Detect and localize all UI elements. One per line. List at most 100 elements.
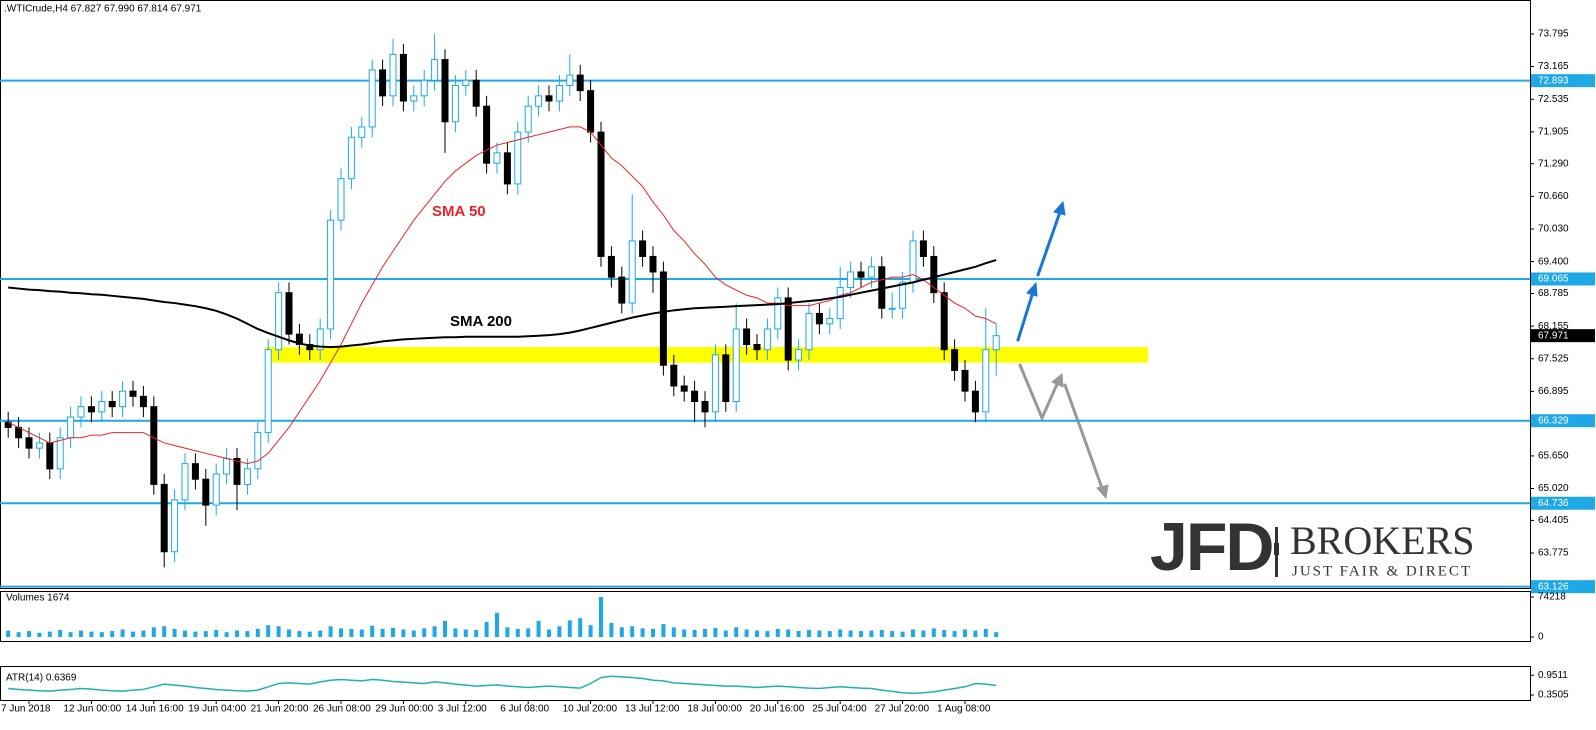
candle-body — [649, 255, 657, 273]
y-tick-label: 68.785 — [1538, 288, 1569, 299]
volume-bar — [359, 629, 364, 638]
volume-bar — [890, 631, 895, 638]
volume-bar — [744, 629, 749, 638]
volume-bar — [245, 631, 250, 638]
arrow-head — [1026, 281, 1038, 297]
volume-bar — [505, 627, 510, 638]
volume-bar — [859, 631, 863, 638]
candle-body — [971, 390, 979, 413]
candle-body — [815, 312, 823, 325]
candle-body — [171, 499, 179, 553]
volume-bar — [16, 632, 21, 638]
x-tick-label: 10 Jul 20:00 — [563, 704, 618, 715]
volume-bar — [37, 632, 42, 638]
volume-bar — [723, 630, 728, 638]
level-label-box — [1531, 580, 1595, 594]
y-tick-label: 66.895 — [1538, 386, 1569, 397]
candle-body — [160, 483, 168, 553]
candle-body — [597, 131, 605, 257]
volume-tick-label: 74218 — [1538, 592, 1566, 603]
candle-body — [535, 95, 543, 107]
candle-body — [711, 354, 719, 413]
x-tick-label: 1 Aug 08:00 — [937, 704, 991, 715]
candle-body — [701, 400, 709, 413]
volume-bar — [463, 629, 468, 638]
atr-tick-label: 0.3505 — [1538, 690, 1569, 701]
volume-bar — [266, 625, 271, 638]
sma-annotation: SMA 200 — [450, 313, 512, 330]
volume-bar — [349, 628, 354, 638]
x-tick-label: 25 Jul 04:00 — [812, 704, 867, 715]
y-tick-label: 73.165 — [1538, 61, 1569, 72]
x-tick-label: 12 Jun 00:00 — [63, 704, 121, 715]
volume-bar — [443, 620, 447, 638]
volume-bar — [557, 626, 562, 638]
volume-bar — [183, 630, 187, 638]
candle-body — [98, 400, 106, 413]
candle-body — [805, 312, 813, 351]
volume-bar — [255, 628, 260, 638]
x-tick-label: 19 Jun 04:00 — [188, 704, 246, 715]
volume-bar — [214, 630, 219, 638]
volume-bar — [765, 631, 770, 638]
candle-body — [462, 79, 470, 86]
candle-body — [514, 131, 522, 185]
candle-body — [493, 152, 501, 164]
volume-bar — [900, 631, 905, 638]
candle-body — [587, 90, 595, 133]
x-tick-label: 14 Jun 16:00 — [126, 704, 184, 715]
y-tick-label: 69.400 — [1538, 256, 1569, 267]
candle-body — [982, 349, 990, 413]
volume-bar — [963, 629, 967, 638]
level-label-box — [1531, 74, 1595, 88]
volume-bar — [838, 629, 843, 638]
candle-body — [836, 287, 844, 320]
candle-body — [420, 79, 428, 97]
sma-annotation: SMA 50 — [432, 203, 486, 220]
volume-bar — [120, 629, 125, 638]
candle-body — [368, 69, 376, 128]
volume-bar — [224, 632, 229, 638]
candle-body — [87, 406, 95, 413]
sma-line — [7, 126, 997, 465]
candle-body — [555, 84, 563, 102]
candle-body — [56, 437, 64, 470]
support-band — [265, 347, 1148, 363]
candle-body — [191, 463, 199, 480]
candle-body — [25, 437, 33, 449]
logo: JFD BROKERS JUST FAIR & DIRECT — [1150, 509, 1475, 585]
candle-body — [899, 281, 907, 309]
volume-bar — [640, 628, 645, 638]
volume-bar — [578, 618, 583, 638]
arrow-head — [1053, 200, 1066, 216]
level-label: 72.893 — [1538, 75, 1569, 86]
candle-body — [743, 328, 751, 346]
level-label-box — [1531, 496, 1595, 510]
x-tick-label: 7 Jun 2018 — [1, 704, 51, 715]
candle-body — [628, 240, 636, 304]
candle-body — [337, 178, 345, 221]
arrows — [1016, 200, 1109, 500]
volume-bar — [79, 630, 83, 638]
y-tick-label: 68.155 — [1538, 321, 1569, 332]
volume-bar — [203, 631, 208, 638]
gray-arrow — [1018, 363, 1060, 422]
main-panel-frame — [0, 0, 1531, 589]
volume-bar — [796, 631, 801, 638]
candle-body — [316, 328, 324, 351]
volume-bar — [703, 628, 707, 638]
candle-body — [826, 318, 834, 325]
x-tick-label: 6 Jul 08:00 — [500, 704, 549, 715]
volume-bar — [401, 629, 406, 638]
volume-bar — [6, 630, 11, 638]
x-tick-label: 29 Jun 00:00 — [375, 704, 433, 715]
candle-body — [867, 266, 875, 278]
candle-body — [732, 328, 740, 402]
candle-body — [566, 74, 574, 86]
logo-mark: JFD — [1150, 509, 1272, 585]
candle-body — [722, 354, 730, 402]
volume-bar — [547, 629, 551, 638]
candle-body — [295, 333, 303, 346]
level-label: 63.126 — [1538, 581, 1569, 592]
